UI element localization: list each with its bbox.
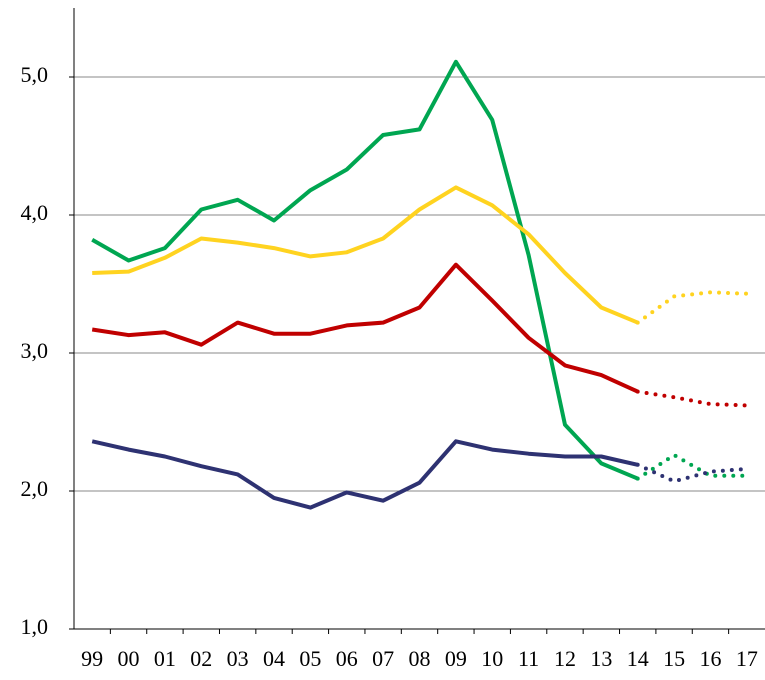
y-tick-label: 5,0: [21, 62, 49, 87]
x-tick-label: 07: [372, 646, 394, 671]
series-line: [635, 389, 749, 408]
x-tick-label: 01: [154, 646, 176, 671]
x-tick-label: 99: [81, 646, 103, 671]
series-line: [92, 185, 639, 325]
x-tick-label: 06: [336, 646, 358, 671]
series-line: [635, 453, 749, 481]
x-tick-label: 16: [699, 646, 721, 671]
x-tick-label: 13: [590, 646, 612, 671]
series-line: [91, 262, 639, 394]
x-tick-label: 15: [663, 646, 685, 671]
y-tick-label: 1,0: [21, 614, 49, 639]
series-line: [91, 439, 639, 510]
y-tick-label: 4,0: [21, 200, 49, 225]
x-tick-label: 08: [409, 646, 431, 671]
x-tick-label: 04: [263, 646, 285, 671]
series-line: [635, 290, 749, 325]
x-tick-label: 02: [190, 646, 212, 671]
x-tick-label: 11: [518, 646, 539, 671]
x-tick-label: 17: [736, 646, 758, 671]
x-tick-label: 03: [227, 646, 249, 671]
x-tick-label: 05: [299, 646, 321, 671]
x-tick-label: 09: [445, 646, 467, 671]
series-line: [91, 59, 639, 481]
x-tick-label: 12: [554, 646, 576, 671]
y-tick-label: 3,0: [21, 338, 49, 363]
x-tick-label: 00: [118, 646, 140, 671]
y-tick-label: 2,0: [21, 476, 49, 501]
x-tick-label: 14: [627, 646, 649, 671]
series-line: [635, 462, 749, 484]
x-tick-label: 10: [481, 646, 503, 671]
